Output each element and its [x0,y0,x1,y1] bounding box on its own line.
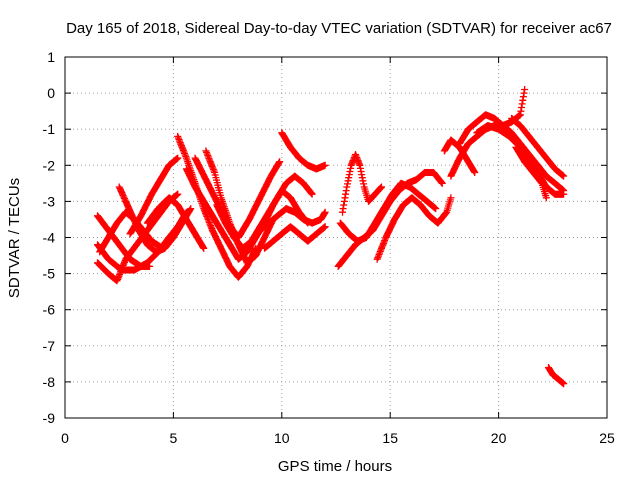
series-t26 [545,364,568,388]
plus-marker [560,190,568,198]
plus-marker [518,100,526,108]
y-tick-label: -5 [43,266,56,282]
plus-marker [120,260,128,268]
plus-marker [378,243,386,251]
plus-marker [199,243,207,251]
plus-marker [113,277,121,285]
plus-marker [174,190,182,198]
series-t13 [256,205,329,234]
series-t19 [373,194,455,263]
plus-marker [321,161,329,169]
data-points [94,85,568,388]
plus-marker [321,209,328,217]
plus-marker [321,223,329,231]
plus-marker [346,168,354,175]
plus-marker [203,148,210,156]
plus-marker [521,85,529,93]
plus-marker [343,183,351,191]
x-tick-label: 0 [61,430,69,446]
plus-marker [174,154,182,162]
plus-marker [209,164,217,172]
plus-marker [470,167,478,175]
plus-marker [187,205,195,213]
series-t12 [213,172,316,252]
x-tick-label: 20 [491,430,507,446]
plus-marker [471,169,479,177]
x-axis-title: GPS time / hours [278,458,392,475]
x-tick-label: 15 [382,430,398,446]
y-tick-label: -6 [43,302,56,318]
y-tick-label: -1 [43,121,56,137]
plus-marker [308,190,316,198]
plus-marker [321,208,329,216]
y-axis-title: SDTVAR / TECUs [6,178,23,298]
series-t17 [336,179,440,245]
y-tick-label: -9 [43,410,56,426]
plus-marker [174,132,182,140]
series-t7 [143,194,208,252]
plus-marker [276,158,284,166]
x-tick-label: 5 [170,430,178,446]
plus-marker [374,252,382,260]
plus-marker [376,184,384,192]
y-tick-label: -4 [43,230,56,246]
series-t18 [339,151,386,216]
y-tick-label: -7 [43,338,56,354]
plus-marker [447,194,455,202]
series-t15 [278,129,329,173]
plus-marker [432,205,440,213]
y-tick-label: 0 [47,85,55,101]
x-tick-label: 25 [599,430,615,446]
chart-title: Day 165 of 2018, Sidereal Day-to-day VTE… [66,20,612,37]
y-tick-label: 1 [47,49,55,65]
plus-marker [378,183,386,191]
plus-marker [542,194,550,202]
plus-marker [438,179,446,187]
plus-marker [146,262,154,270]
y-tick-label: -2 [43,157,56,173]
x-tick-label: 10 [274,430,290,446]
plus-marker [560,380,568,388]
series-t25 [512,143,550,202]
y-tick-label: -8 [43,374,56,390]
plus-marker [560,172,568,180]
plus-marker [340,201,348,209]
series-t16 [334,169,446,270]
plus-marker [308,189,315,197]
plus-marker [352,152,360,160]
plus-marker [359,177,367,185]
series-t14 [261,223,329,252]
y-tick-label: -3 [43,193,56,209]
series-t24 [508,114,568,180]
series-t21 [447,85,529,180]
plus-marker [356,161,364,169]
plus-marker [177,140,185,148]
plus-marker [206,156,214,164]
plus-marker [181,149,188,157]
series-t6 [126,154,182,238]
plus-marker [206,220,214,228]
plus-marker [200,244,208,252]
